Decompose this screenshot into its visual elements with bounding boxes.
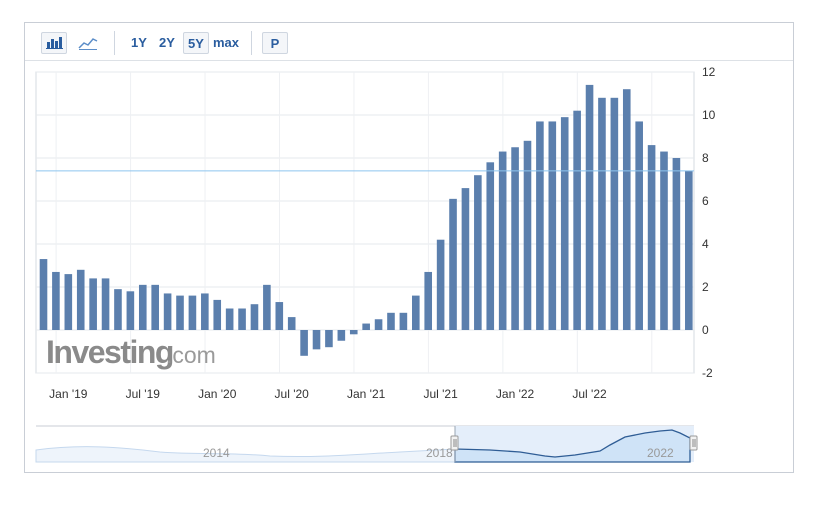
bar[interactable] — [163, 293, 172, 330]
bar-chart-icon[interactable] — [41, 32, 67, 54]
line-chart-icon[interactable] — [75, 32, 101, 54]
bar[interactable] — [64, 274, 73, 330]
navigator-year-label: 2018 — [426, 446, 453, 460]
bar[interactable] — [573, 110, 581, 330]
bar[interactable] — [325, 330, 333, 348]
bar[interactable] — [412, 295, 420, 330]
bar[interactable] — [362, 323, 370, 330]
y-tick-label: 4 — [702, 237, 709, 251]
bar[interactable] — [300, 330, 308, 356]
bar[interactable] — [660, 151, 668, 330]
navigator-history-series — [35, 446, 456, 463]
toolbar-separator — [114, 31, 115, 55]
bar[interactable] — [610, 97, 619, 330]
y-axis-ticks: -2 0 2 4 6 8 10 12 — [702, 65, 716, 380]
bar[interactable] — [76, 269, 85, 330]
bar[interactable] — [387, 312, 395, 330]
bar[interactable] — [225, 308, 234, 331]
bar[interactable] — [337, 330, 346, 341]
bar[interactable] — [560, 117, 569, 331]
p-button[interactable]: P — [262, 32, 288, 54]
range-navigator[interactable]: 2014 2018 2022 — [35, 425, 698, 463]
bar[interactable] — [486, 162, 495, 330]
bar[interactable] — [151, 284, 159, 330]
x-tick-label: Jul '21 — [423, 387, 458, 401]
chart-bars — [39, 84, 693, 356]
bar[interactable] — [585, 84, 594, 331]
investing-watermark: Investing .com — [46, 334, 216, 370]
range-max-button[interactable]: max — [212, 35, 240, 50]
x-tick-label: Jul '19 — [126, 387, 161, 401]
bar[interactable] — [511, 147, 519, 330]
bar[interactable] — [685, 170, 693, 330]
bar[interactable] — [126, 291, 135, 330]
bar[interactable] — [176, 295, 184, 330]
chart-toolbar: 1Y 2Y 5Y max P — [25, 23, 793, 61]
bar[interactable] — [635, 121, 643, 330]
bar[interactable] — [101, 278, 110, 330]
bar[interactable] — [536, 121, 544, 330]
bar[interactable] — [436, 239, 445, 330]
y-tick-label: 2 — [702, 280, 709, 294]
bar[interactable] — [238, 308, 246, 331]
bar[interactable] — [672, 158, 681, 330]
bar[interactable] — [622, 89, 631, 330]
y-tick-label: 6 — [702, 194, 709, 208]
bar[interactable] — [275, 302, 284, 330]
bar[interactable] — [89, 278, 97, 330]
watermark-brand: Investing — [46, 334, 173, 370]
bar[interactable] — [647, 145, 656, 330]
bar[interactable] — [449, 198, 457, 330]
bar[interactable] — [114, 289, 122, 330]
range-5y-button[interactable]: 5Y — [183, 32, 209, 54]
bar[interactable] — [213, 299, 222, 330]
navigator-year-label: 2014 — [203, 446, 230, 460]
x-tick-label: Jan '22 — [496, 387, 535, 401]
bar[interactable] — [250, 304, 259, 330]
bar[interactable] — [548, 121, 557, 330]
bar[interactable] — [523, 140, 532, 330]
range-2y-button[interactable]: 2Y — [159, 35, 175, 50]
y-tick-label: 8 — [702, 151, 709, 165]
bar[interactable] — [399, 312, 408, 330]
bar[interactable] — [349, 330, 358, 335]
x-tick-label: Jul '20 — [275, 387, 310, 401]
y-tick-label: 10 — [702, 108, 716, 122]
bar[interactable] — [424, 271, 433, 330]
toolbar-separator — [251, 31, 252, 55]
watermark-suffix: .com — [166, 342, 216, 368]
bar[interactable] — [287, 317, 296, 330]
bar[interactable] — [39, 259, 48, 330]
y-tick-label: 12 — [702, 65, 716, 79]
bar[interactable] — [138, 284, 147, 330]
bar[interactable] — [52, 271, 60, 330]
navigator-year-label: 2022 — [647, 446, 674, 460]
range-1y-button[interactable]: 1Y — [131, 35, 147, 50]
x-tick-label: Jul '22 — [572, 387, 607, 401]
bar[interactable] — [461, 188, 470, 330]
bar[interactable] — [312, 330, 321, 350]
x-axis-ticks: Jan '19 Jul '19 Jan '20 Jul '20 Jan '21 Jul '… — [49, 387, 607, 401]
bar[interactable] — [598, 97, 606, 330]
x-tick-label: Jan '21 — [347, 387, 386, 401]
y-tick-label: 0 — [702, 323, 709, 337]
bar[interactable] — [201, 293, 209, 330]
y-tick-label: -2 — [702, 366, 713, 380]
x-tick-label: Jan '19 — [49, 387, 88, 401]
bar[interactable] — [474, 175, 482, 330]
x-tick-label: Jan '20 — [198, 387, 237, 401]
bar[interactable] — [498, 151, 507, 330]
bar[interactable] — [374, 319, 383, 330]
bar[interactable] — [263, 284, 271, 330]
bar[interactable] — [188, 295, 197, 330]
